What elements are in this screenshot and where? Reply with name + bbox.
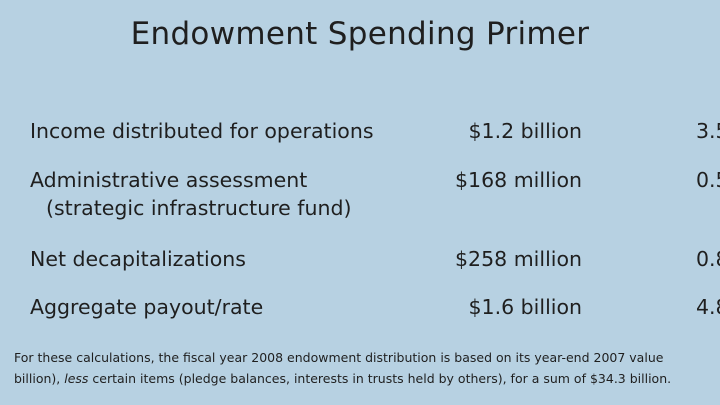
slide-title: Endowment Spending Primer xyxy=(130,16,590,52)
row-amount: $258 million xyxy=(455,247,582,271)
row-sublabel: (strategic infrastructure fund) xyxy=(46,196,352,220)
row-amount: $168 million xyxy=(455,168,582,192)
row-rate: 3.5 xyxy=(696,119,720,143)
footnote-text: billion), xyxy=(14,371,65,386)
row-rate: 0.8 xyxy=(696,247,720,271)
row-label: Income distributed for operations xyxy=(30,119,374,143)
footnote-emphasis: less xyxy=(64,371,89,386)
table-row: Administrative assessment (strategic inf… xyxy=(30,166,720,226)
footnote: For these calculations, the fiscal year … xyxy=(14,347,720,389)
row-label: Aggregate payout/rate xyxy=(30,295,264,319)
row-label: Net decapitalizations xyxy=(30,247,246,271)
table-row: Aggregate payout/rate $1.6 billion 4.8 xyxy=(30,293,720,353)
table-row: Net decapitalizations $258 million 0.8 xyxy=(30,245,720,305)
row-amount: $1.2 billion xyxy=(468,119,583,143)
table-row: Income distributed for operations $1.2 b… xyxy=(30,117,720,177)
footnote-text: certain items (pledge balances, interest… xyxy=(88,371,672,386)
footnote-line-1: For these calculations, the fiscal year … xyxy=(14,350,664,365)
row-rate: 4.8 xyxy=(696,295,720,319)
row-rate: 0.5 xyxy=(696,168,720,192)
row-label: Administrative assessment xyxy=(30,168,308,192)
footnote-line-2: billion), less certain items (pledge bal… xyxy=(14,368,720,389)
row-amount: $1.6 billion xyxy=(468,295,583,319)
